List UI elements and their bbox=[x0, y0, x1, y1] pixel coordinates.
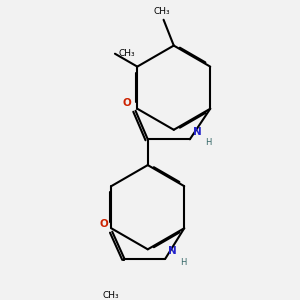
Text: CH₃: CH₃ bbox=[103, 291, 119, 300]
Text: N: N bbox=[168, 246, 177, 256]
Text: CH₃: CH₃ bbox=[118, 49, 135, 58]
Text: H: H bbox=[205, 138, 211, 147]
Text: O: O bbox=[123, 98, 131, 108]
Text: O: O bbox=[99, 219, 108, 229]
Text: H: H bbox=[180, 258, 187, 267]
Text: N: N bbox=[193, 127, 201, 136]
Text: CH₃: CH₃ bbox=[154, 7, 170, 16]
